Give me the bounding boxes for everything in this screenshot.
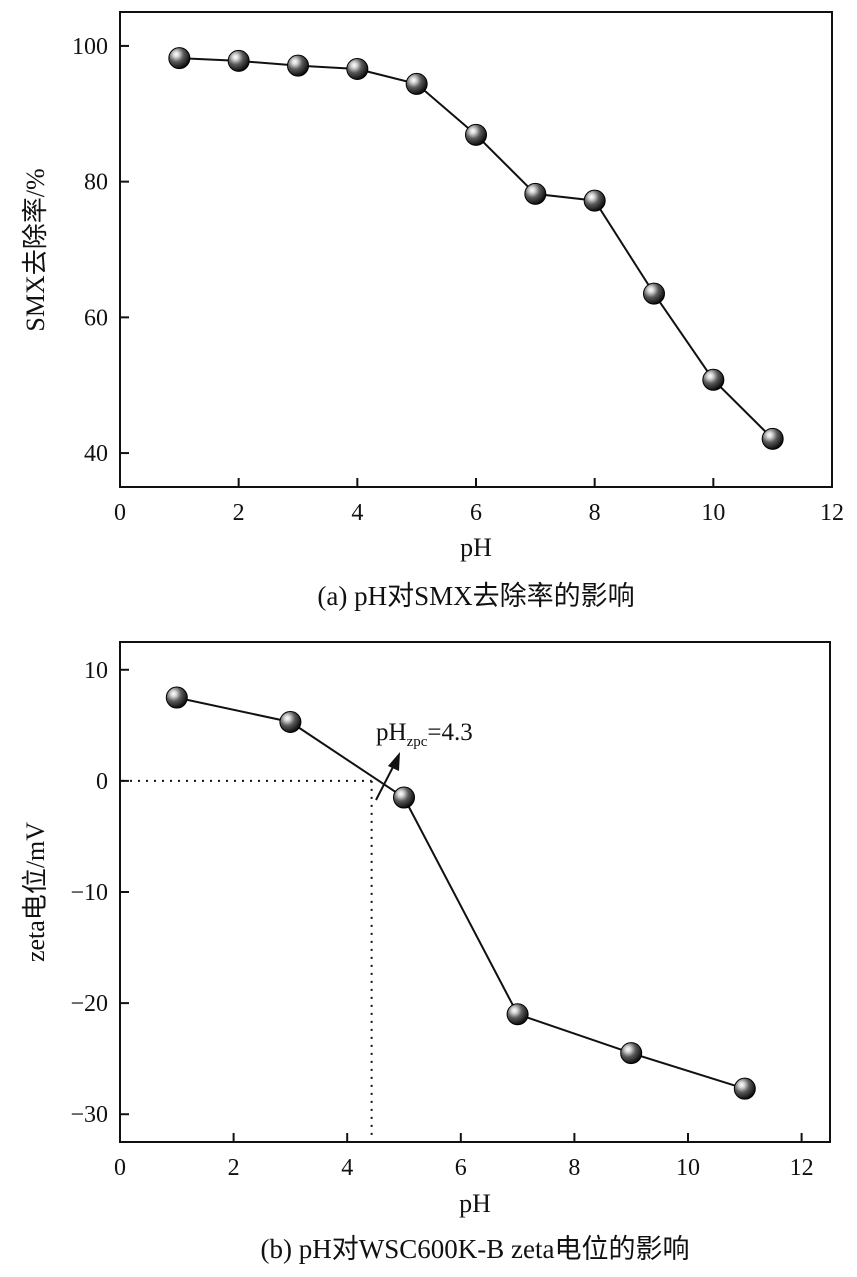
chart-a-xtick-label: 12 — [820, 500, 844, 526]
chart-b-points — [165, 686, 756, 1100]
chart-a-data-point — [702, 368, 725, 391]
chart-a-data-point — [465, 123, 487, 146]
chart-a-data-point — [346, 58, 369, 80]
chart-b-xtick-label: 6 — [455, 1155, 467, 1181]
chart-b-xtick-label: 0 — [114, 1155, 126, 1181]
chart-b-annotation: pHzpc=4.3 — [376, 719, 473, 750]
chart-a-xtick-label: 2 — [233, 500, 245, 526]
chart-b-data-point — [620, 1042, 643, 1065]
chart-b-caption: (b) pH对WSC600K-B zeta电位的影响 — [261, 1234, 690, 1264]
chart-a-ytick-label: 40 — [84, 441, 108, 467]
chart-a-xtick-label: 8 — [589, 500, 601, 526]
chart-b-ytick-label: −20 — [70, 991, 108, 1017]
chart-a-ytick-label: 100 — [72, 34, 108, 60]
chart-a-data-point — [761, 427, 784, 450]
chart-b-series-line — [176, 696, 746, 1090]
chart-a-data-point — [524, 182, 547, 205]
chart-b-xlabel: pH — [459, 1189, 491, 1218]
chart-a-data-point — [583, 189, 606, 212]
chart-a-ytick-label: 80 — [84, 170, 108, 196]
chart-b-ylabel: zeta电位/mV — [21, 822, 50, 962]
chart-a-data-point — [287, 54, 309, 77]
chart-a-data-point — [643, 282, 665, 305]
chart-b-data-point — [393, 786, 415, 809]
chart-a-caption: (a) pH对SMX去除率的影响 — [317, 581, 634, 611]
chart-b-annotation-tail: =4.3 — [427, 719, 472, 746]
chart-a-data-point — [405, 72, 428, 95]
chart-b-ticks: 0 2 4 6 8 10 12 10 0 −10 −20 −30 — [70, 658, 813, 1181]
chart-b-annotation-sub: zpc — [407, 734, 428, 750]
chart-a-series-line — [179, 57, 774, 440]
chart-b-annotation-arrow — [375, 752, 400, 801]
chart-a-data-point — [227, 49, 250, 72]
chart-a-xtick-label: 6 — [470, 500, 482, 526]
chart-a-xtick-label: 0 — [114, 500, 126, 526]
chart-a-xtick-label: 10 — [701, 500, 725, 526]
chart-a: 0 2 4 6 8 10 12 40 60 80 100 pH SMX去除率/% (a) pH对SM… — [21, 11, 844, 611]
chart-b-ytick-label: 0 — [96, 769, 108, 795]
chart-a-ylabel: SMX去除率/% — [21, 168, 50, 331]
chart-b-data-point — [733, 1077, 756, 1100]
chart-b-xtick-label: 12 — [790, 1155, 814, 1181]
chart-b-ytick-label: 10 — [84, 658, 108, 684]
chart-a-ticks: 0 2 4 6 8 10 12 40 60 80 100 — [72, 34, 844, 526]
chart-a-frame — [119, 11, 833, 488]
chart-a-xlabel: pH — [460, 533, 492, 562]
chart-b-xtick-label: 2 — [228, 1155, 240, 1181]
chart-b-frame — [119, 641, 831, 1143]
chart-a-data-point — [168, 47, 191, 70]
chart-b-annotation-main: pH — [376, 719, 407, 746]
chart-a-xtick-label: 4 — [351, 500, 363, 526]
chart-b-ytick-label: −30 — [70, 1102, 108, 1128]
chart-b-data-point — [165, 686, 188, 709]
chart-a-ytick-label: 60 — [84, 305, 108, 331]
chart-b-data-point — [506, 1003, 529, 1026]
chart-b-ytick-label: −10 — [70, 880, 108, 906]
chart-b-data-point — [279, 711, 302, 733]
chart-a-points — [168, 47, 784, 450]
chart-b-xtick-label: 4 — [341, 1155, 353, 1181]
chart-b-xtick-label: 8 — [568, 1155, 580, 1181]
chart-b-xtick-label: 10 — [676, 1155, 700, 1181]
